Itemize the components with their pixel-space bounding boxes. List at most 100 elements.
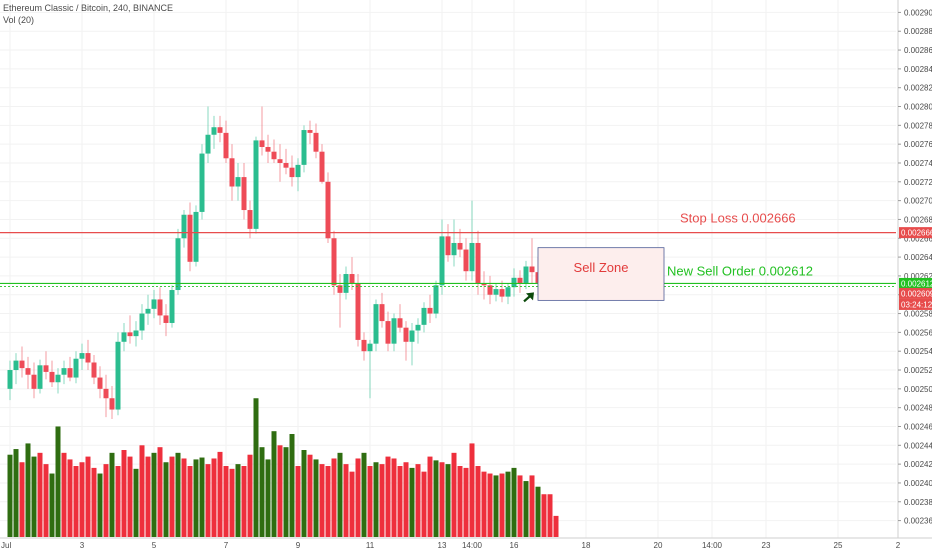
- volume-bar: [427, 456, 433, 537]
- volume-bar: [49, 473, 55, 537]
- volume-bar: [151, 452, 157, 537]
- candle-body: [19, 360, 25, 369]
- volume-bar: [25, 443, 31, 537]
- volume-bar: [79, 462, 85, 537]
- candle-body: [121, 332, 127, 342]
- volume-bar: [301, 450, 307, 537]
- candle-body: [319, 151, 325, 182]
- candle-body: [199, 153, 205, 212]
- candle-body: [7, 370, 13, 389]
- candle-body: [313, 132, 319, 152]
- candle-body: [73, 358, 79, 378]
- time-tick-label: 20: [654, 541, 663, 550]
- volume-bar: [85, 456, 91, 537]
- time-tick-label: 18: [582, 541, 591, 550]
- candle-body: [115, 341, 121, 410]
- candle-body: [277, 159, 283, 163]
- volume-bar: [469, 443, 475, 537]
- chart-legend: Ethereum Classic / Bitcoin, 240, BINANCE…: [3, 2, 173, 26]
- volume-bar: [271, 431, 277, 537]
- time-tick-label: 23: [762, 541, 771, 550]
- candle-body: [79, 353, 85, 359]
- candle-body: [391, 318, 397, 344]
- candle-body: [181, 214, 187, 239]
- candle-body: [325, 181, 331, 239]
- time-tick-label: 11: [366, 541, 375, 550]
- time-tick-label: 3: [80, 541, 85, 550]
- candle-body: [523, 266, 529, 284]
- current-price-axis-label-background: [899, 287, 932, 299]
- volume-bar: [463, 467, 469, 537]
- candle-body: [91, 362, 97, 378]
- candle-body: [205, 134, 211, 154]
- candle-body: [385, 321, 391, 344]
- candle-body: [259, 140, 265, 147]
- volume-bar: [343, 464, 349, 537]
- sell-order-label: New Sell Order 0.002612: [667, 263, 813, 278]
- volume-bar: [325, 466, 331, 537]
- candle-body: [355, 283, 361, 340]
- volume-bar: [223, 466, 229, 537]
- time-tick-label: 14:00: [702, 541, 723, 550]
- volume-bar: [439, 462, 445, 537]
- volume-bar: [355, 458, 361, 537]
- volume-bar: [493, 475, 499, 537]
- candle-body: [295, 164, 301, 178]
- volume-indicator-title: Vol (20): [3, 15, 35, 25]
- candle-body: [265, 146, 271, 152]
- candle-body: [223, 132, 229, 159]
- volume-bar: [37, 452, 43, 537]
- candle-body: [445, 236, 451, 256]
- volume-bar: [505, 471, 511, 537]
- candle-body: [241, 177, 247, 211]
- candle-body: [499, 289, 505, 297]
- candle-body: [139, 313, 145, 331]
- volume-bar: [445, 464, 451, 537]
- candle-body: [235, 177, 241, 187]
- volume-bar: [481, 471, 487, 537]
- candle-body: [511, 277, 517, 288]
- volume-bar: [499, 473, 505, 537]
- candle-body: [373, 304, 379, 344]
- symbol-title: Ethereum Classic / Bitcoin, 240, BINANCE: [3, 3, 174, 13]
- candle-body: [85, 353, 91, 363]
- candle-body: [157, 299, 163, 316]
- candle-body: [529, 266, 535, 273]
- volume-bar: [403, 462, 409, 537]
- candle-body: [415, 324, 421, 331]
- volume-bar: [487, 473, 493, 537]
- candle-body: [475, 242, 481, 284]
- sell-zone-box: Sell Zone: [523, 247, 665, 303]
- candle-body: [13, 360, 19, 371]
- volume-bar: [19, 462, 25, 537]
- candle-body: [43, 365, 49, 372]
- volume-bar: [163, 462, 169, 537]
- volume-bar: [169, 456, 175, 537]
- volume-bar: [391, 458, 397, 537]
- arrow-icon: [526, 292, 534, 301]
- volume-bar: [127, 456, 133, 537]
- volume-bar: [187, 466, 193, 537]
- candle-body: [469, 242, 475, 272]
- volume-bar: [319, 464, 325, 537]
- volume-bars: [7, 398, 559, 537]
- candle-body: [133, 330, 139, 337]
